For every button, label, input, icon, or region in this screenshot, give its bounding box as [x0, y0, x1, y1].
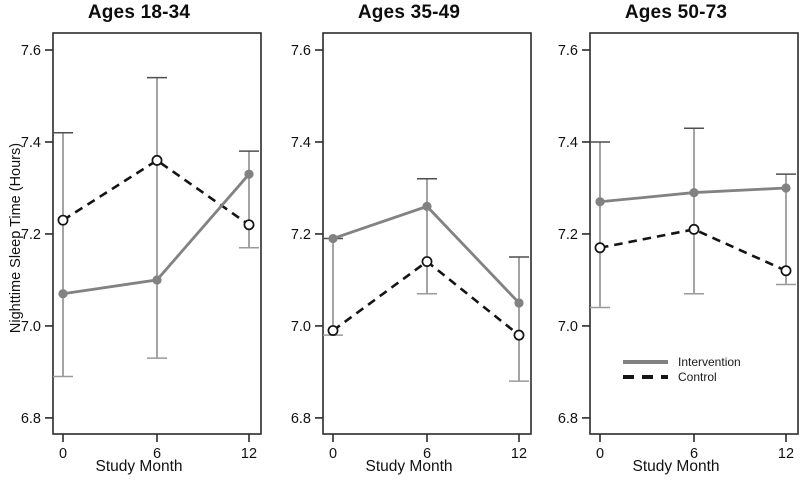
panel-plot-ages-50-73: 6.8 7.0 7.2 7.4 7.6 0 6 12	[558, 32, 799, 460]
svg-text:6: 6	[153, 446, 161, 460]
svg-text:0: 0	[329, 446, 337, 460]
legend-label-intervention: Intervention	[678, 354, 741, 369]
svg-text:7.4: 7.4	[291, 135, 311, 151]
svg-text:7.0: 7.0	[21, 319, 41, 335]
svg-text:7.2: 7.2	[291, 227, 311, 243]
panel-plot-ages-35-49: 6.8 7.0 7.2 7.4 7.6 0 6 12	[291, 32, 532, 460]
svg-text:12: 12	[241, 446, 257, 460]
svg-text:7.4: 7.4	[21, 135, 41, 151]
panel-title-ages-18-34: Ages 18-34	[87, 2, 191, 23]
x-axis-label-panel-1: Study Month	[95, 458, 183, 475]
svg-text:6: 6	[690, 446, 698, 460]
legend-item-intervention: Intervention	[623, 354, 741, 369]
svg-text:7.4: 7.4	[558, 135, 578, 151]
svg-text:7.6: 7.6	[21, 43, 41, 59]
svg-text:7.2: 7.2	[21, 227, 41, 243]
svg-text:0: 0	[596, 446, 604, 460]
intervention-line-swatch	[623, 359, 668, 364]
svg-text:0: 0	[59, 446, 67, 460]
panel-title-ages-35-49: Ages 35-49	[357, 2, 461, 23]
control-line-swatch	[623, 374, 668, 379]
svg-text:7.6: 7.6	[291, 43, 311, 59]
svg-text:12: 12	[511, 446, 527, 460]
legend: Intervention Control	[623, 354, 741, 384]
svg-text:7.0: 7.0	[558, 319, 578, 335]
legend-item-control: Control	[623, 369, 741, 384]
svg-text:12: 12	[778, 446, 794, 460]
svg-text:6.8: 6.8	[291, 411, 311, 427]
x-axis-label-panel-3: Study Month	[632, 458, 720, 475]
panel-title-ages-50-73: Ages 50-73	[624, 2, 728, 23]
svg-text:7.2: 7.2	[558, 227, 578, 243]
svg-text:6.8: 6.8	[21, 411, 41, 427]
svg-text:6.8: 6.8	[558, 411, 578, 427]
svg-text:7.6: 7.6	[558, 43, 578, 59]
svg-text:6: 6	[423, 446, 431, 460]
panel-plot-ages-18-34: 6.8 7.0 7.2 7.4 7.6 0 6 12	[21, 32, 262, 460]
legend-label-control: Control	[678, 369, 717, 384]
x-axis-label-panel-2: Study Month	[365, 458, 453, 475]
svg-text:7.0: 7.0	[291, 319, 311, 335]
